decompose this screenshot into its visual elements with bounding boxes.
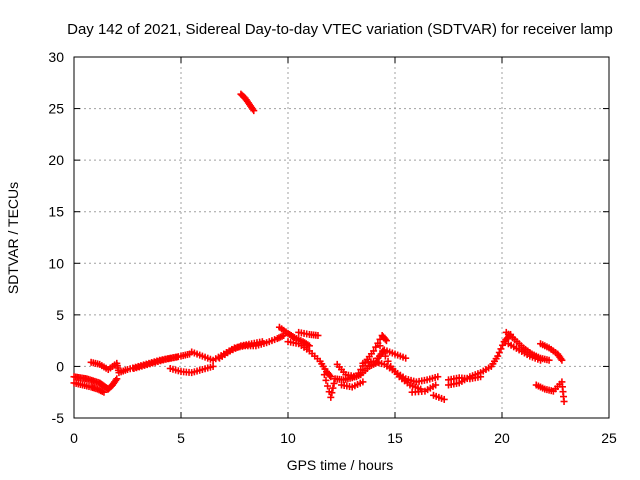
plot-frame <box>73 56 610 419</box>
y-tick-label: -5 <box>52 410 65 426</box>
data-point <box>379 347 387 355</box>
x-tick-label: 0 <box>70 430 78 446</box>
y-tick-label: 10 <box>48 255 64 271</box>
data-point <box>370 347 378 355</box>
y-tick-label: 5 <box>56 307 64 323</box>
data-point <box>495 349 503 357</box>
data-point <box>357 366 365 374</box>
data-point <box>322 376 330 384</box>
data-point <box>558 356 566 364</box>
x-tick-label: 5 <box>177 430 185 446</box>
data-point <box>402 354 410 362</box>
data-point <box>173 353 181 361</box>
y-tick-label: 20 <box>48 152 64 168</box>
y-tick-label: 25 <box>48 101 64 117</box>
data-point <box>250 107 258 115</box>
y-axis-label: SDTVAR / TECUs <box>5 182 21 294</box>
data-point <box>113 375 121 383</box>
data-point <box>327 373 335 381</box>
data-point <box>376 342 384 350</box>
x-tick-label: 25 <box>601 430 617 446</box>
data-marks <box>70 90 568 405</box>
data-point <box>258 338 266 346</box>
data-point <box>329 384 337 392</box>
data-point <box>352 373 360 381</box>
data-point <box>209 362 217 370</box>
data-point <box>320 371 328 379</box>
data-point <box>497 345 505 353</box>
x-axis-label: GPS time / hours <box>287 457 394 473</box>
y-tick-label: 0 <box>56 358 64 374</box>
data-point <box>499 341 507 349</box>
data-point <box>434 373 442 381</box>
data-point <box>330 379 338 387</box>
data-point <box>359 378 367 386</box>
axis-ticks: 0 5 10 15 20 25 -5 0 5 10 15 20 25 30 <box>48 49 617 446</box>
data-point <box>314 331 322 339</box>
data-point <box>494 352 502 360</box>
grid <box>74 57 609 418</box>
chart-title: Day 142 of 2021, Sidereal Day-to-day VTE… <box>67 21 613 38</box>
data-point <box>381 335 389 343</box>
x-tick-label: 20 <box>494 430 510 446</box>
data-point <box>545 356 553 364</box>
data-point <box>327 393 335 401</box>
data-point <box>384 357 392 365</box>
y-tick-label: 30 <box>48 49 64 65</box>
data-point <box>381 352 389 360</box>
data-point <box>440 395 448 403</box>
x-tick-label: 15 <box>387 430 403 446</box>
y-tick-label: 15 <box>48 204 64 220</box>
data-point <box>372 343 380 351</box>
data-point <box>328 389 336 397</box>
data-point <box>432 381 440 389</box>
data-point <box>355 369 363 377</box>
x-tick-label: 10 <box>280 430 296 446</box>
data-point <box>560 397 568 405</box>
data-point <box>100 388 108 396</box>
data-point <box>382 337 390 345</box>
data-point <box>537 356 545 364</box>
data-point <box>324 382 332 390</box>
